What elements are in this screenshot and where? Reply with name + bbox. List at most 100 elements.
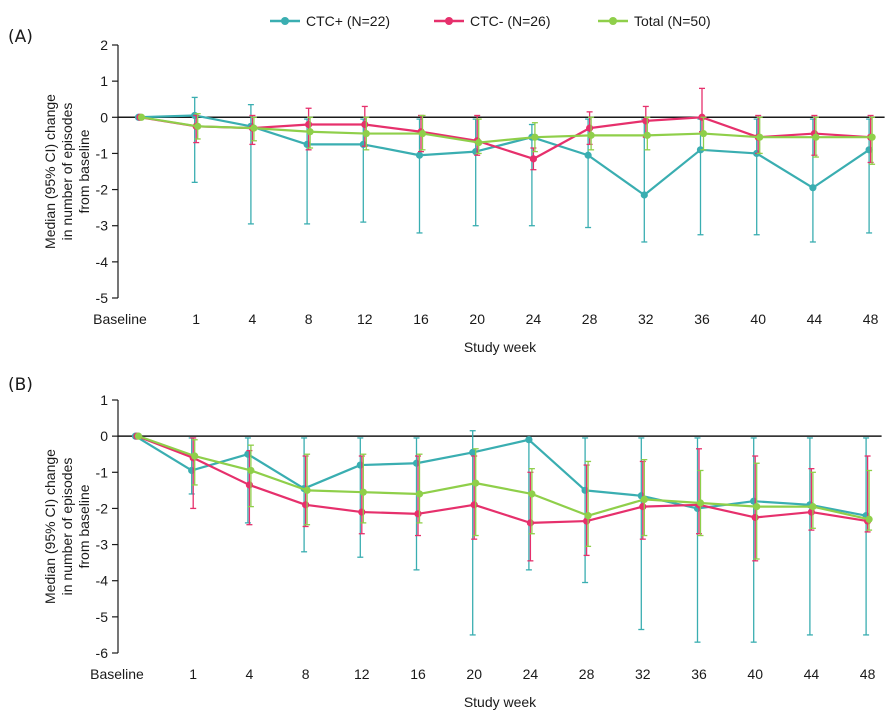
y-tick-label: 2 xyxy=(100,37,108,53)
data-point xyxy=(753,503,761,511)
x-tick-label: 16 xyxy=(410,666,426,682)
x-tick-label: 44 xyxy=(807,311,823,327)
x-tick-label: 32 xyxy=(638,311,654,327)
y-tick-label: -2 xyxy=(96,182,109,198)
y-axis-title: Median (95% CI) change in number of episo… xyxy=(42,449,92,604)
x-tick-label: Baseline xyxy=(90,666,144,682)
y-tick-label: -5 xyxy=(96,290,109,306)
series-line xyxy=(134,435,867,517)
x-tick-label: 8 xyxy=(302,666,310,682)
data-point xyxy=(809,503,817,511)
y-axis-title-line: Median (95% CI) change xyxy=(42,94,58,249)
series-1 xyxy=(131,430,870,643)
y-tick-label: -6 xyxy=(96,645,109,661)
x-tick-label: 20 xyxy=(469,311,485,327)
data-point xyxy=(584,512,592,520)
data-point xyxy=(302,501,310,509)
data-point xyxy=(303,486,311,494)
data-point xyxy=(643,131,651,139)
data-point xyxy=(868,133,876,141)
series-3 xyxy=(134,432,873,560)
data-point xyxy=(414,510,422,518)
y-tick-label: 1 xyxy=(100,392,108,408)
y-tick-label: -5 xyxy=(96,609,109,625)
legend-swatch-marker-2 xyxy=(445,17,453,25)
data-point xyxy=(699,129,708,138)
data-point xyxy=(415,490,424,498)
series-line xyxy=(138,435,870,521)
data-point xyxy=(137,113,146,121)
x-tick-label: 4 xyxy=(249,311,257,327)
data-point xyxy=(528,490,536,498)
data-point xyxy=(751,513,759,522)
series-line xyxy=(141,116,873,144)
data-point xyxy=(415,151,424,159)
data-point xyxy=(584,151,592,159)
x-tick-label: 4 xyxy=(246,666,254,682)
data-point xyxy=(531,133,539,141)
legend-label-1: CTC+ (N=22) xyxy=(306,13,390,29)
data-point xyxy=(475,138,483,147)
x-tick-label: 28 xyxy=(579,666,595,682)
data-point xyxy=(529,155,538,163)
data-point xyxy=(418,129,427,138)
x-tick-label: 24 xyxy=(523,666,539,682)
panel-label: (B) xyxy=(8,375,33,395)
legend: CTC+ (N=22) CTC- (N=26) Total (N=50) xyxy=(270,13,711,29)
x-tick-label: 48 xyxy=(863,311,879,327)
data-point xyxy=(809,184,817,192)
x-tick-label: 36 xyxy=(694,311,710,327)
data-point xyxy=(245,481,253,489)
data-point xyxy=(812,133,820,141)
data-point xyxy=(134,432,143,440)
y-tick-label: 1 xyxy=(100,73,108,89)
x-tick-label: 8 xyxy=(305,311,313,327)
data-point xyxy=(306,128,314,136)
data-point xyxy=(640,191,648,199)
x-tick-label: 12 xyxy=(357,311,373,327)
data-point xyxy=(358,508,366,516)
series-3 xyxy=(137,113,876,165)
x-tick-label: 24 xyxy=(526,311,542,327)
data-point xyxy=(470,501,478,509)
y-axis-title-line: from baseline xyxy=(76,129,92,213)
legend-swatch-marker-3 xyxy=(609,17,617,25)
x-tick-label: 1 xyxy=(192,311,200,327)
series-1 xyxy=(134,96,873,243)
x-tick-label: 28 xyxy=(582,311,598,327)
y-tick-label: 0 xyxy=(100,428,108,444)
data-point xyxy=(640,495,648,503)
x-tick-label: 16 xyxy=(413,311,429,327)
y-tick-label: -1 xyxy=(96,464,109,480)
data-point xyxy=(247,466,255,475)
y-axis-title-line: Median (95% CI) change xyxy=(42,449,58,604)
y-tick-label: -3 xyxy=(96,537,109,553)
data-point xyxy=(642,117,650,125)
y-tick-label: -3 xyxy=(96,218,109,234)
data-point xyxy=(362,129,370,138)
x-tick-label: 36 xyxy=(691,666,707,682)
x-tick-label: 1 xyxy=(189,666,197,682)
y-axis-title-line: in number of episodes xyxy=(59,103,75,241)
data-point xyxy=(191,452,199,460)
y-tick-label: 0 xyxy=(100,109,108,125)
x-axis-title: Study week xyxy=(464,339,537,355)
panel-label: (A) xyxy=(8,27,33,47)
data-point xyxy=(696,499,705,507)
data-point xyxy=(194,122,202,130)
legend-label-2: CTC- (N=26) xyxy=(470,13,551,29)
x-axis-title: Study week xyxy=(464,694,537,710)
data-point xyxy=(361,120,369,129)
data-point xyxy=(526,519,535,527)
data-point xyxy=(639,503,647,511)
data-point xyxy=(305,120,313,129)
data-point xyxy=(250,124,258,132)
data-point xyxy=(756,133,764,141)
x-tick-label: 40 xyxy=(750,311,766,327)
data-point xyxy=(469,448,477,457)
series-line xyxy=(139,116,871,160)
data-point xyxy=(586,124,594,132)
legend-swatch-marker-1 xyxy=(281,17,289,25)
data-point xyxy=(587,131,595,139)
